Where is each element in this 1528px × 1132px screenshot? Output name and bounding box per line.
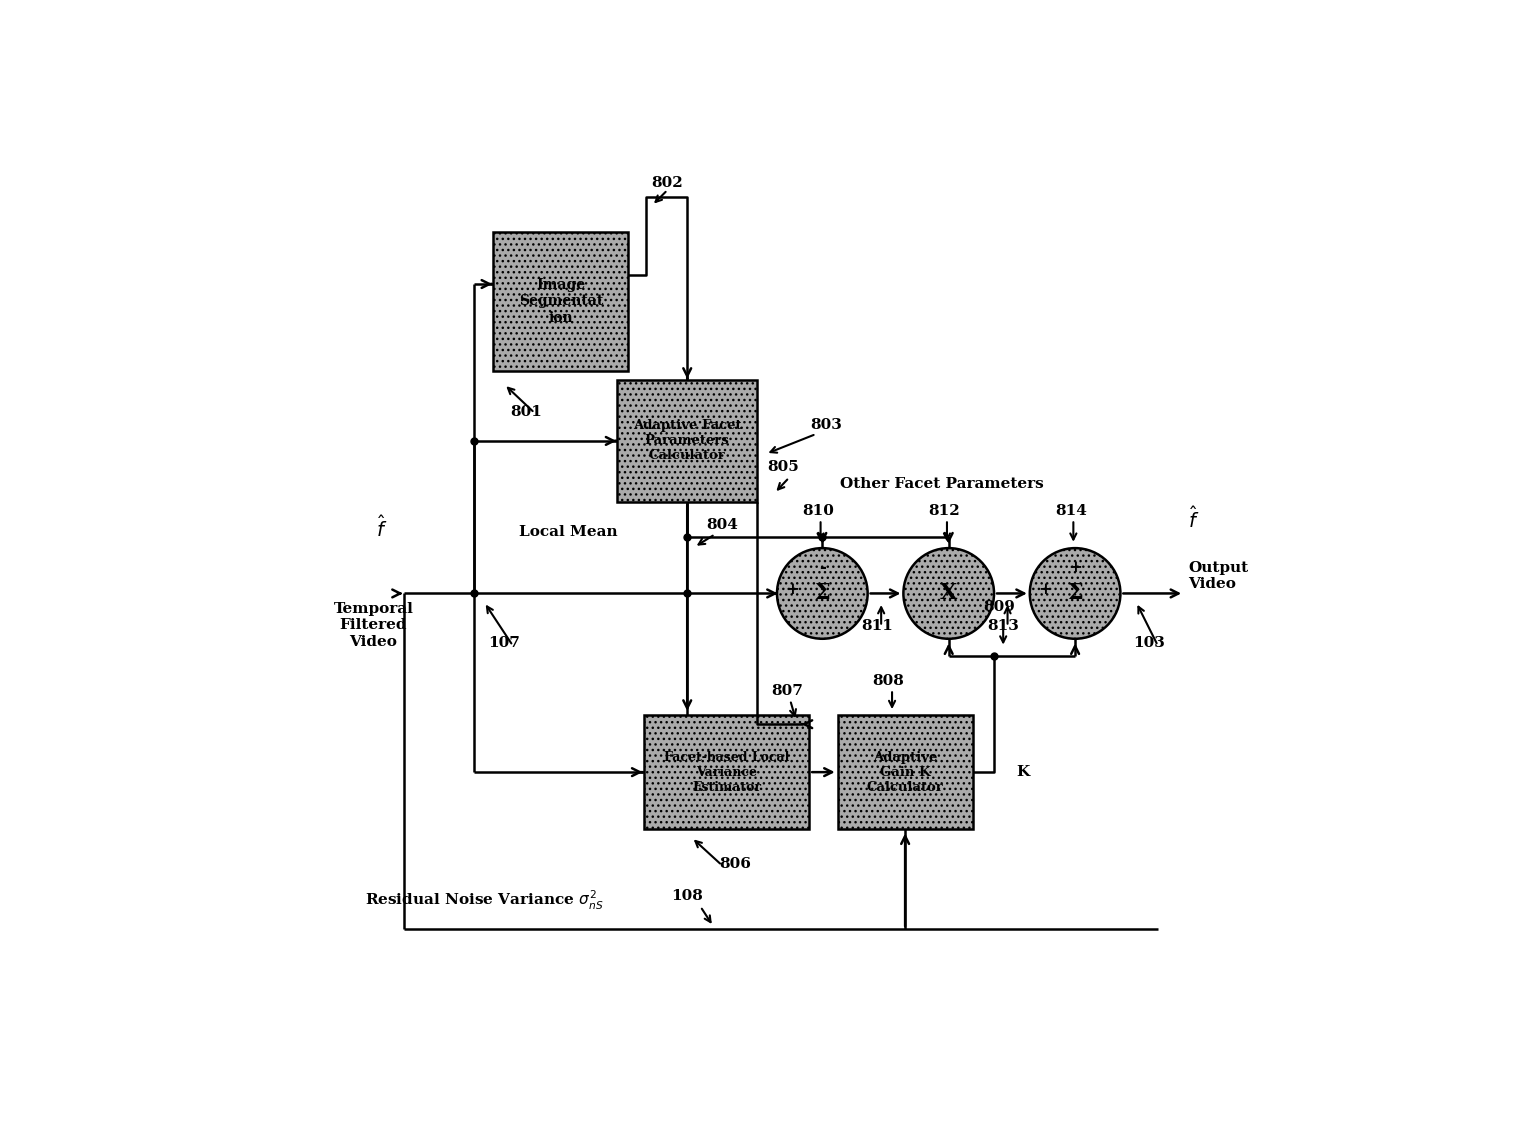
Circle shape [1030,548,1120,638]
Bar [837,715,973,829]
Text: 808: 808 [872,674,903,687]
Bar [837,715,973,829]
Text: 108: 108 [671,889,703,903]
Text: Residual Noise Variance $\sigma^2_{nS}$: Residual Noise Variance $\sigma^2_{nS}$ [365,889,604,911]
Text: X: X [940,583,958,604]
Text: K: K [1016,765,1030,779]
Text: Other Facet Parameters: Other Facet Parameters [840,478,1044,491]
Circle shape [903,548,995,638]
Text: 802: 802 [652,175,683,190]
Text: 801: 801 [510,405,542,419]
Bar [494,232,628,371]
Text: 107: 107 [489,636,520,650]
Bar [643,715,810,829]
Text: 103: 103 [1134,636,1166,650]
Text: +: + [1039,581,1053,598]
Text: 807: 807 [772,684,804,698]
Text: Σ: Σ [814,583,830,604]
Text: 803: 803 [811,418,842,432]
Text: Temporal
Filtered
Video: Temporal Filtered Video [333,602,414,649]
Bar [643,715,810,829]
Text: 809: 809 [983,600,1015,615]
Text: Output
Video: Output Video [1189,561,1248,591]
Text: 813: 813 [987,619,1019,633]
Text: Adaptive Facet
Parameters
Calculator: Adaptive Facet Parameters Calculator [633,420,741,462]
Text: 814: 814 [1054,504,1086,517]
Circle shape [778,548,868,638]
Text: +: + [1068,559,1082,576]
Bar [494,232,628,371]
Bar [617,380,756,501]
Text: +: + [785,581,799,598]
Text: 812: 812 [929,504,960,517]
Text: 810: 810 [802,504,834,517]
Text: Σ: Σ [1067,583,1083,604]
Bar [617,380,756,501]
Text: Local Mean: Local Mean [520,525,617,540]
Text: 804: 804 [706,518,738,532]
Text: 805: 805 [767,460,799,474]
Text: -: - [819,559,825,576]
Text: Facet-based Local
Variance
Estimator: Facet-based Local Variance Estimator [663,751,788,794]
Text: $\hat{f}$: $\hat{f}$ [1189,506,1199,532]
Text: 806: 806 [720,857,752,871]
Text: Adaptive
Gain K
Calculator: Adaptive Gain K Calculator [866,751,943,794]
Text: Image
Segmentat
ion: Image Segmentat ion [518,278,604,325]
Text: 811: 811 [860,619,892,633]
Text: $\hat{f}$: $\hat{f}$ [376,515,388,541]
